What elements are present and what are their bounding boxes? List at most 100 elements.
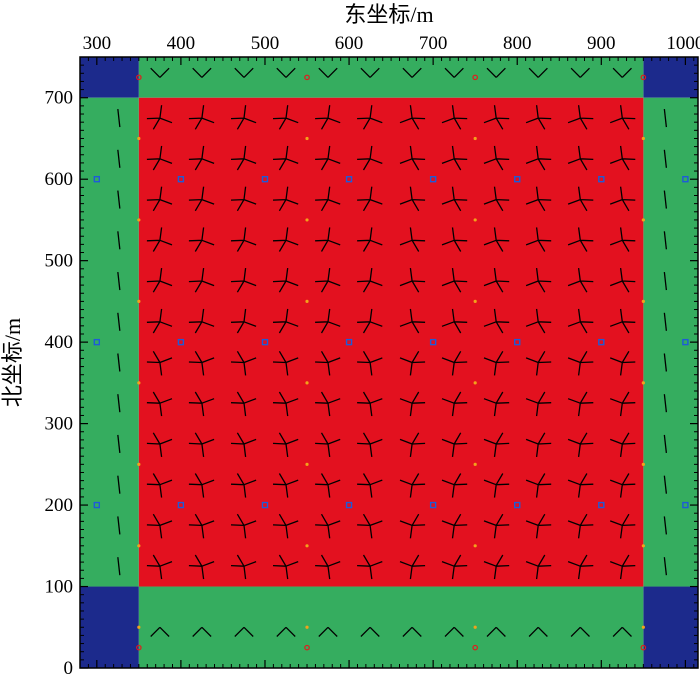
glyph-mark <box>567 473 594 498</box>
glyph-mark <box>525 105 552 130</box>
glyph-mark <box>357 432 383 457</box>
glyph-mark <box>230 432 257 457</box>
glyph-mark <box>567 268 594 293</box>
glyph-mark <box>146 227 173 252</box>
glyph-mark <box>399 513 426 539</box>
glyph-mark <box>399 145 426 171</box>
blue-marker <box>682 501 689 509</box>
glyph-mark <box>567 308 594 334</box>
glyph-mark-edge <box>117 190 121 209</box>
glyph-mark <box>609 268 636 293</box>
blue-marker <box>177 338 185 346</box>
x-tick-label: 800 <box>503 33 532 54</box>
orange-marker <box>641 218 645 222</box>
glyph-mark-edge <box>117 312 121 331</box>
glyph-mark <box>230 554 257 580</box>
glyph-mark-edge <box>663 149 668 168</box>
y-tick-label: 200 <box>45 495 74 516</box>
glyph-mark-edge <box>276 626 296 637</box>
glyph-mark <box>315 186 341 212</box>
glyph-mark <box>272 391 299 417</box>
glyph-mark-edge <box>663 394 668 413</box>
glyph-mark <box>315 105 341 130</box>
glyph-mark <box>272 432 299 457</box>
x-tick-label: 300 <box>83 33 112 54</box>
orange-marker <box>137 136 141 141</box>
glyph-mark <box>567 145 594 171</box>
glyph-mark <box>483 391 510 417</box>
orange-marker <box>641 544 645 548</box>
blue-marker <box>177 175 185 183</box>
blue-marker <box>514 175 521 183</box>
glyph-mark <box>315 473 341 498</box>
red-marker <box>136 644 142 651</box>
glyph-mark <box>188 145 215 171</box>
blue-marker <box>345 338 353 346</box>
glyph-mark-edge <box>318 67 338 78</box>
glyph-mark-edge <box>528 67 548 78</box>
glyph-mark-edge <box>117 231 121 250</box>
blue-marker <box>261 338 269 346</box>
glyph-mark-edge <box>117 109 121 128</box>
glyph-mark <box>399 308 426 334</box>
glyph-mark-edge <box>117 475 121 494</box>
glyph-mark <box>357 145 383 171</box>
red-marker <box>640 644 647 651</box>
glyph-mark <box>272 308 299 334</box>
red-marker <box>304 644 310 651</box>
orange-marker <box>641 462 645 466</box>
glyph-mark <box>146 268 173 293</box>
glyph-mark-edge <box>192 67 212 78</box>
glyph-mark <box>441 145 468 171</box>
orange-marker <box>473 299 477 303</box>
orange-marker <box>137 544 141 548</box>
glyph-mark <box>146 145 173 171</box>
orange-marker <box>305 462 309 466</box>
glyph-mark <box>230 391 257 417</box>
glyph-mark <box>357 105 383 130</box>
glyph-mark <box>272 145 299 171</box>
glyph-mark <box>567 432 594 457</box>
glyph-mark-edge <box>276 67 296 78</box>
zone-edge <box>643 97 698 587</box>
orange-marker <box>137 299 141 303</box>
glyph-mark-edge <box>663 109 668 128</box>
glyph-mark <box>399 432 426 457</box>
glyph-mark <box>146 513 173 539</box>
glyph-mark <box>483 145 510 171</box>
blue-marker <box>598 338 605 346</box>
glyph-mark <box>146 473 173 498</box>
orange-marker <box>641 381 645 385</box>
glyph-mark <box>441 391 468 417</box>
glyph-mark <box>357 513 383 539</box>
tick-layer: 300 400 500 600 700 800 900 1000 0 100 200 300 400 50… <box>45 33 700 676</box>
glyph-mark <box>357 473 383 498</box>
glyph-mark <box>146 432 173 457</box>
glyph-mark <box>272 554 299 580</box>
glyph-mark <box>483 473 510 498</box>
glyph-mark <box>272 513 299 539</box>
glyph-mark <box>315 554 341 580</box>
blue-marker <box>177 501 185 509</box>
glyph-mark <box>188 268 215 293</box>
glyph-mark <box>146 186 173 212</box>
glyph-mark <box>483 513 510 539</box>
glyph-mark-edge <box>663 516 668 535</box>
blue-marker <box>429 175 437 183</box>
glyph-mark-edge <box>663 271 668 291</box>
glyph-mark <box>188 391 215 417</box>
glyph-mark <box>483 105 510 130</box>
glyph-mark <box>525 432 552 457</box>
blue-marker <box>598 175 605 183</box>
glyph-mark <box>146 554 173 580</box>
glyph-mark <box>483 227 510 252</box>
x-tick-label: 400 <box>167 33 196 54</box>
y-tick-label: 300 <box>45 414 74 435</box>
glyph-mark-edge <box>570 626 590 637</box>
zone-layer <box>80 57 698 668</box>
glyph-mark <box>230 308 257 334</box>
glyph-mark <box>230 227 257 252</box>
glyph-mark <box>441 432 468 457</box>
glyph-mark-edge <box>663 475 668 494</box>
blue-marker <box>514 501 521 509</box>
